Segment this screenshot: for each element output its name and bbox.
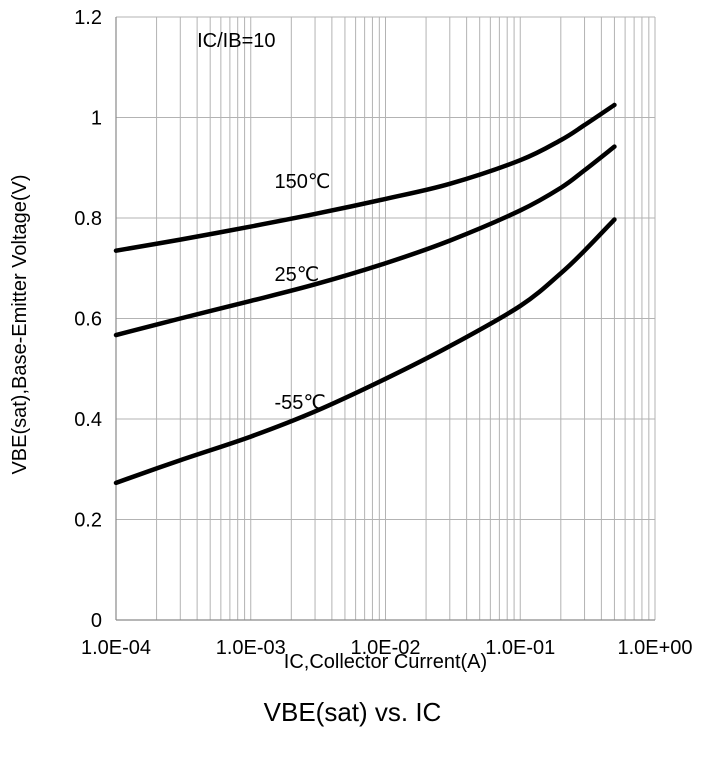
series-line — [113, 102, 617, 253]
x-tick-label: 1.0E-01 — [485, 637, 555, 659]
chart-annotation: 150℃ — [274, 171, 330, 193]
y-tick-label: 0.4 — [74, 409, 102, 431]
chart-annotation: -55℃ — [274, 392, 325, 414]
x-axis-title: IC,Collector Current(A) — [284, 651, 487, 673]
series-line — [113, 144, 617, 338]
y-axis-title: VBE(sat),Base-Emitter Voltage(V) — [9, 174, 31, 474]
x-tick-label: 1.0E+00 — [617, 637, 692, 659]
axes — [115, 17, 655, 621]
x-tick-label: 1.0E-03 — [216, 637, 286, 659]
chart-title: VBE(sat) vs. IC — [263, 697, 442, 727]
y-tick-label: 0.2 — [74, 510, 102, 532]
series-line — [113, 217, 617, 486]
chart-annotation: 25℃ — [274, 264, 319, 286]
tick-labels: 1.0E-04 1.0E-03 1.0E-02 1.0E-01 1.0E+00 0 0.2 0… — [74, 7, 692, 659]
y-tick-label: 0 — [91, 610, 102, 632]
y-tick-label: 0.8 — [74, 208, 102, 230]
annotations: IC/IB=10 150℃ 25℃ -55℃ — [197, 30, 330, 414]
series-lines — [113, 102, 617, 486]
y-tick-label: 1 — [91, 108, 102, 130]
x-tick-label: 1.0E-04 — [81, 637, 151, 659]
x-tick-label: 1.0E-02 — [350, 637, 420, 659]
y-tick-label: 1.2 — [74, 7, 102, 29]
y-tick-label: 0.6 — [74, 309, 102, 331]
grid — [115, 16, 656, 621]
chart-annotation: IC/IB=10 — [197, 30, 275, 52]
